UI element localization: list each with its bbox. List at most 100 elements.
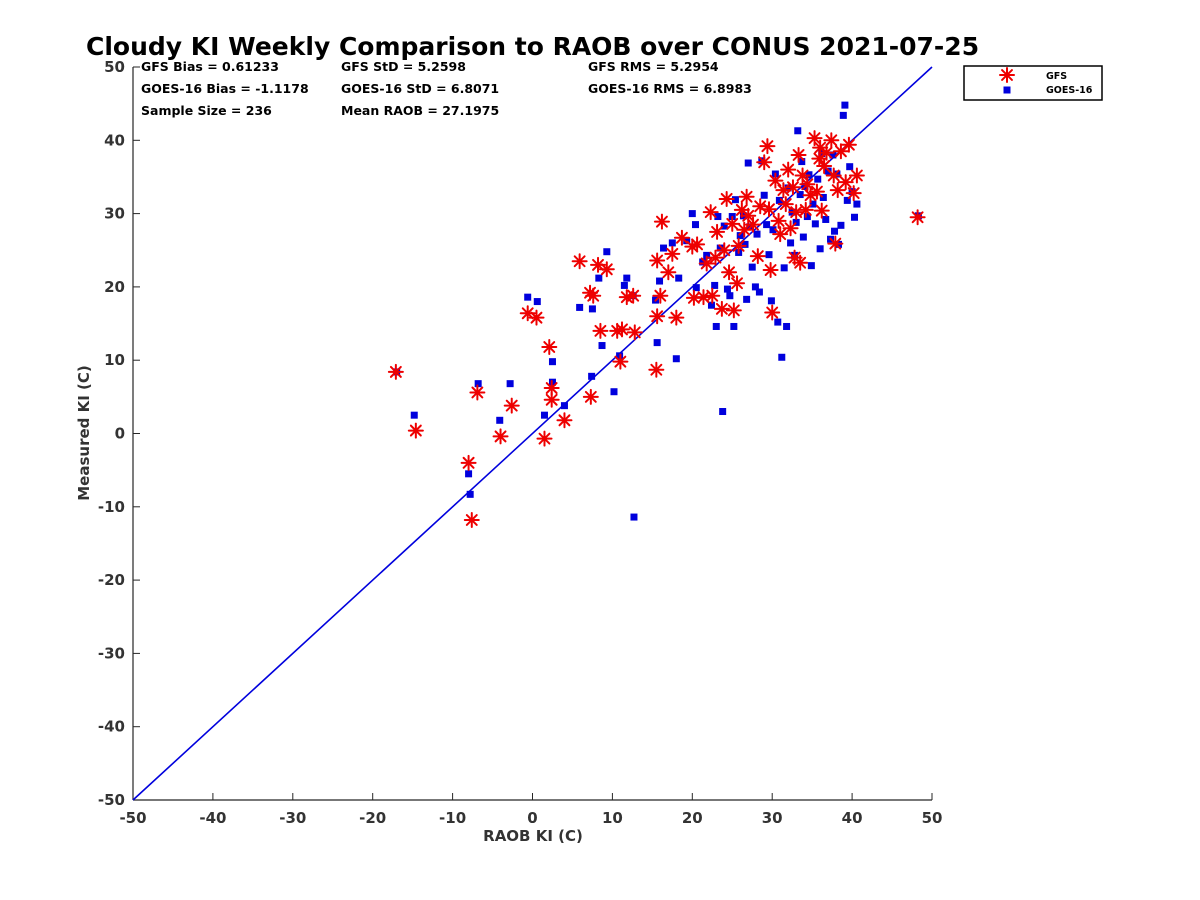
gfs-point <box>829 182 846 199</box>
legend-goes16-label: GOES-16 <box>1046 85 1093 96</box>
stats-block: GFS Bias = 0.61233 GFS StD = 5.2598 GFS … <box>141 59 752 118</box>
goes16-point <box>778 353 786 361</box>
x-tick-label: 40 <box>842 809 863 827</box>
gfs-point <box>612 353 629 370</box>
gfs-point <box>761 201 778 218</box>
goes16-point <box>588 305 596 313</box>
goes16-point <box>839 111 847 119</box>
goes16-point <box>588 372 596 380</box>
gfs-point <box>698 255 715 272</box>
goes16-point <box>829 151 837 159</box>
gfs-point <box>541 339 558 356</box>
gfs-point <box>492 428 509 445</box>
gfs-point <box>707 249 724 266</box>
y-tick-label: -50 <box>98 791 125 809</box>
y-tick-label: 0 <box>115 425 125 443</box>
goes16-point <box>765 251 773 259</box>
gfs-point <box>745 216 762 233</box>
goes16-point <box>799 233 807 241</box>
gfs-point <box>709 223 726 240</box>
goes16-point <box>524 293 532 301</box>
gfs-point <box>756 154 773 171</box>
goes16-point <box>576 303 584 311</box>
goes16-point <box>798 158 806 166</box>
goes16-point <box>623 274 631 282</box>
goes16-point <box>837 221 845 229</box>
goes16-point <box>843 196 851 204</box>
gfs-point <box>772 226 789 243</box>
goes16-point <box>703 251 711 259</box>
gfs-point <box>837 174 854 191</box>
goes16-point <box>712 322 720 330</box>
gfs-point <box>767 172 784 189</box>
goes16-point <box>751 283 759 291</box>
gfs-point <box>387 363 404 380</box>
goes16-point <box>741 240 749 248</box>
gfs-point <box>626 324 643 341</box>
gfs-point <box>648 361 665 378</box>
x-tick-label: -50 <box>119 809 146 827</box>
gfs-point <box>827 235 844 252</box>
gfs-point <box>592 322 609 339</box>
goes16-point <box>755 288 763 296</box>
gfs-point <box>660 264 677 281</box>
gfs-point <box>825 167 842 184</box>
goes16-point <box>560 402 568 410</box>
goes16-point <box>787 239 795 247</box>
stat-gfs-std: GFS StD = 5.2598 <box>341 59 466 74</box>
goes16-point <box>743 295 751 303</box>
goes16-point <box>683 237 691 245</box>
stat-mean-raob: Mean RAOB = 27.1975 <box>341 103 499 118</box>
goes16-point <box>841 101 849 109</box>
gfs-point <box>598 261 615 278</box>
goes16-point <box>816 245 824 253</box>
x-tick-label: 50 <box>922 809 943 827</box>
gfs-point <box>725 302 742 319</box>
goes16-point <box>753 230 761 238</box>
goes16-point <box>730 322 738 330</box>
goes16-point <box>692 284 700 292</box>
gfs-point <box>702 204 719 221</box>
gfs-point <box>775 182 792 199</box>
gfs-point <box>808 183 825 200</box>
legend-box <box>963 65 1103 101</box>
goes16-point <box>809 200 817 208</box>
x-tick-label: 20 <box>682 809 703 827</box>
gfs-point <box>713 300 730 317</box>
goes16-point <box>716 244 724 252</box>
legend-goes16-square <box>1003 86 1011 94</box>
gfs-point <box>730 237 747 254</box>
gfs-point <box>784 179 801 196</box>
goes16-point <box>775 196 783 204</box>
gfs-point <box>813 202 830 219</box>
gfs-point <box>613 321 630 338</box>
goes16-point <box>714 213 722 221</box>
gfs-point <box>840 136 857 153</box>
x-axis-label: RAOB KI (C) <box>483 827 583 845</box>
goes16-point <box>811 220 819 228</box>
goes16-point <box>769 226 777 234</box>
gfs-point <box>668 309 685 326</box>
goes16-point <box>660 244 668 252</box>
goes16-point <box>630 513 638 521</box>
gfs-point <box>799 176 816 193</box>
gfs-point <box>689 236 706 253</box>
gfs-point <box>762 262 779 279</box>
goes16-point <box>767 297 775 305</box>
goes16-point <box>819 193 827 201</box>
goes16-point <box>496 416 504 424</box>
goes16-point <box>474 380 482 388</box>
goes16-point <box>792 218 800 226</box>
y-tick-label: -40 <box>98 718 125 736</box>
gfs-point <box>571 253 588 270</box>
legend: GFS GOES-16 <box>963 65 1103 101</box>
goes16-point <box>850 213 858 221</box>
goes16-point <box>833 170 841 178</box>
y-tick-label: -30 <box>98 644 125 662</box>
goes16-point <box>610 388 618 396</box>
goes16-point <box>540 411 548 419</box>
goes16-point <box>796 191 804 199</box>
goes16-point <box>831 227 839 235</box>
gfs-point <box>721 264 738 281</box>
goes16-point <box>465 470 473 478</box>
